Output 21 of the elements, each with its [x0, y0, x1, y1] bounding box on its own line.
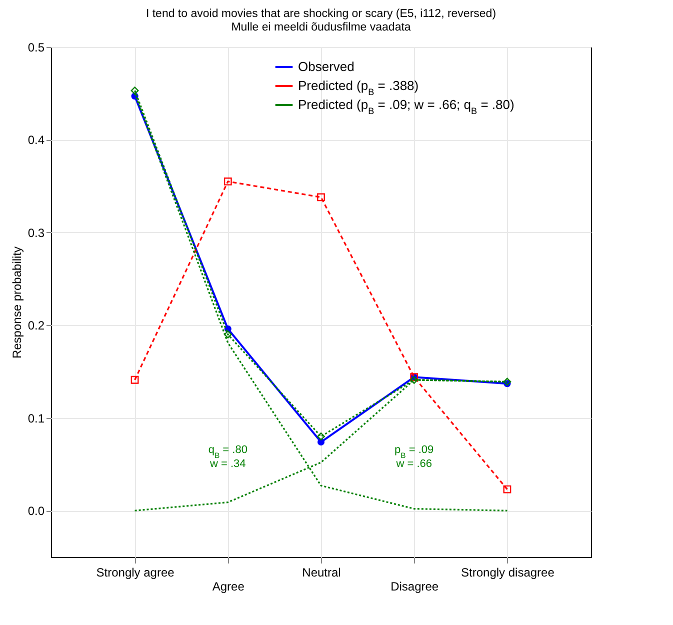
y-tick-label: 0.1 [28, 411, 45, 426]
x-tick-label: Agree [212, 580, 245, 594]
annotation: w = .66 [395, 458, 432, 470]
x-tick-label: Strongly disagree [461, 566, 555, 580]
x-tick-label: Disagree [390, 580, 439, 594]
chart-title: I tend to avoid movies that are shocking or scary (E5, i112, reversed) [146, 8, 496, 20]
y-tick-label: 0.3 [28, 226, 45, 240]
legend-label: Observed [298, 59, 354, 74]
legend-label: Predicted (p$_{B}$ = .09; w = .66; q$_{B}$ = .80) [298, 97, 514, 116]
annotation: q$_{B}$ = .80 [208, 444, 248, 460]
annotation: p$_{B}$ = .09 [394, 444, 434, 460]
legend-label: Predicted (p$_{B}$ = .388) [298, 78, 419, 97]
y-tick-label: 0.4 [28, 133, 45, 148]
y-tick-label: 0.2 [28, 318, 45, 333]
x-tick-label: Neutral [302, 566, 341, 580]
y-axis-title: Response probability [10, 246, 24, 359]
annotation: w = .34 [209, 458, 246, 470]
x-tick-label: Strongly agree [96, 566, 175, 580]
y-tick-label: 0.5 [28, 40, 45, 54]
chart-subtitle: Mulle ei meeldi õudusfilme vaadata [231, 22, 412, 34]
y-tick-label: 0.0 [28, 504, 45, 518]
